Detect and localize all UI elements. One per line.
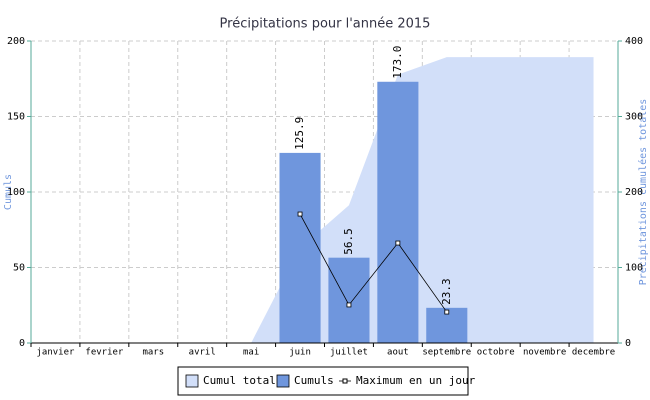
x-tick-label: mai <box>243 348 259 358</box>
line <box>299 213 448 313</box>
x-tick-label: septembre <box>422 348 471 358</box>
line-marker <box>395 240 401 246</box>
line-marker <box>346 302 352 308</box>
x-tick-label: janvier <box>36 348 75 358</box>
x-tick-label: aout <box>387 348 409 358</box>
y-tick-label: 150 <box>7 112 25 123</box>
y-tick-label: 100 <box>7 187 25 198</box>
bar <box>279 152 321 343</box>
bar-value-label: 125.9 <box>293 117 306 150</box>
y-axis-label: Cumuls <box>3 174 14 210</box>
legend-label: Maximum en un jour <box>356 374 476 387</box>
line-marker <box>444 309 450 315</box>
x-tick-label: avril <box>189 348 216 358</box>
x-tick-label: decembre <box>572 348 615 358</box>
bar <box>377 81 419 344</box>
bar-value-label: 173.0 <box>391 46 404 79</box>
y2-tick-label: 0 <box>625 338 631 349</box>
chart-title: Précipitations pour l'année 2015 <box>220 17 431 32</box>
x-tick-label: juillet <box>330 348 368 358</box>
x-tick-label: juin <box>289 348 311 358</box>
x-tick-label: mars <box>142 348 164 358</box>
x-tick-label: octobre <box>477 348 515 358</box>
bar-value-label: 23.3 <box>440 278 453 305</box>
y2-tick-label: 100 <box>625 263 643 274</box>
bar-value-label: 56.5 <box>342 228 355 255</box>
y2-axis-label: Précipitations cumulées totales <box>637 99 649 286</box>
legend-swatch <box>185 374 199 388</box>
y2-tick-label: 300 <box>625 112 643 123</box>
y2-tick-label: 400 <box>625 36 643 47</box>
line-marker <box>297 211 303 217</box>
x-tick-label: novembre <box>523 348 566 358</box>
y2-tick-label: 200 <box>625 187 643 198</box>
legend-label: Cumuls <box>294 374 334 387</box>
legend-label: Cumul total <box>203 374 276 387</box>
y-tick-label: 200 <box>7 36 25 47</box>
x-tick-label: fevrier <box>85 348 124 358</box>
y-tick-label: 50 <box>13 263 25 274</box>
bar <box>328 257 370 343</box>
y-tick-label: 0 <box>19 338 25 349</box>
legend-box <box>177 366 469 396</box>
legend-swatch-marker <box>342 378 348 384</box>
legend-swatch <box>276 374 290 388</box>
